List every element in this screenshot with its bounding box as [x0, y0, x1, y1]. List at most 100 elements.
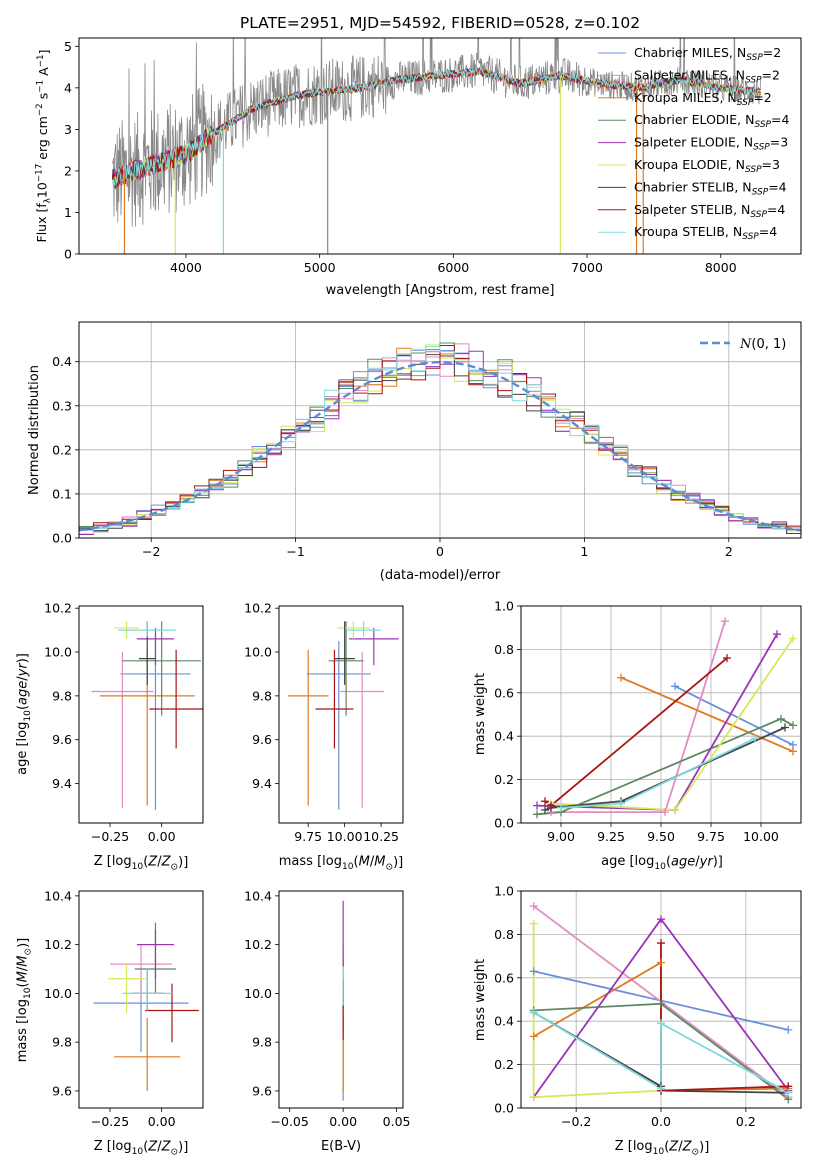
weight-marker-kroupa_stelib [529, 1008, 538, 1017]
x-tick-label: 8000 [705, 260, 737, 275]
legend-label-salpeter_elodie: Salpeter ELODIE, NSSP=3 [634, 135, 788, 153]
x-tick-label: 9.00 [547, 829, 575, 844]
y-tick-label: 9.6 [252, 1083, 272, 1098]
x-tick-label: 0.05 [383, 1114, 411, 1129]
gaussian-curve [79, 360, 801, 532]
spectrum-frame [78, 37, 802, 255]
weight-marker-kroupa_elodie [789, 634, 797, 643]
x-tick-label: 0.00 [148, 1114, 176, 1129]
residuals-x-label: (data-model)/error [380, 568, 501, 583]
y-tick-label: 0.0 [494, 816, 514, 831]
weight-line-salpeter_stelib [544, 657, 728, 807]
weight-marker-chabrier_miles [529, 967, 538, 976]
y-tick-label: 10.2 [244, 601, 272, 616]
y-tick-label: 9.6 [52, 1083, 72, 1098]
x-tick-label: 9.75 [294, 829, 322, 844]
y-tick-label: 0.0 [494, 1101, 514, 1116]
z_age-frame [78, 605, 204, 824]
ebv-mass-x-label: E(B-V) [321, 1139, 361, 1154]
weight-marker-kroupa_miles [789, 747, 797, 756]
weight-marker-chabrier_miles [671, 682, 679, 691]
weight-marker-salpeter_miles [529, 902, 538, 911]
weight-marker-kroupa_stelib [657, 1084, 665, 1093]
weight-marker-kroupa_elodie [671, 805, 679, 814]
x-tick-label: −0.25 [91, 829, 129, 844]
legend-label-kroupa_elodie: Kroupa ELODIE, NSSP=3 [634, 157, 780, 175]
y-tick-label: 10.2 [44, 601, 72, 616]
weight-marker-kroupa_miles [617, 673, 625, 682]
y-tick-label: 0.4 [494, 729, 514, 744]
x-tick-label: 5000 [304, 260, 336, 275]
y-tick-label: 0.2 [52, 442, 72, 457]
legend-label-kroupa_stelib: Kroupa STELIB, NSSP=4 [634, 224, 777, 242]
x-tick-label: 6000 [437, 260, 469, 275]
y-tick-label: 9.8 [252, 688, 272, 703]
y-tick-label: 9.8 [252, 1035, 272, 1050]
x-tick-label: −1 [286, 544, 304, 559]
weight-marker-chabrier_stelib [781, 723, 789, 732]
x-tick-label: 0.2 [736, 1114, 756, 1129]
z-mass-x-label: Z [log10(Z/Z⊙)] [94, 1139, 189, 1157]
weight-marker-chabrier_miles [784, 1025, 793, 1034]
weight-marker-kroupa_miles [529, 1032, 538, 1041]
y-tick-label: 0.4 [494, 1014, 514, 1029]
weight-marker-chabrier_elodie [533, 810, 541, 819]
weight-marker-kroupa_stelib [557, 803, 565, 812]
legend-label-salpeter_miles: Salpeter MILES, NSSP=2 [634, 67, 780, 85]
legend-label-kroupa_miles: Kroupa MILES, NSSP=2 [634, 90, 772, 108]
weight-marker-salpeter_miles [721, 617, 729, 626]
y-tick-label: 0 [64, 247, 72, 262]
mass-age-x-label: mass [log10(M/M⊙)] [279, 854, 403, 872]
spectrum-panel: 4000 5000 6000 7000 8000 0 1 2 3 4 5 wavelength [An… [34, 37, 802, 298]
z_mass-plot-area [93, 922, 199, 1091]
mass_age-plot-area [287, 621, 399, 810]
y-tick-label: 10.4 [244, 888, 272, 903]
weight-marker-chabrier_elodie [777, 714, 785, 723]
weight-line-kroupa_stelib [533, 1011, 789, 1094]
x-tick-label: 10.25 [363, 829, 399, 844]
y-tick-label: 10.0 [44, 986, 72, 1001]
z-age-x-label: Z [log10(Z/Z⊙)] [94, 854, 189, 872]
observed-spectrum-line [112, 38, 761, 227]
z_mass-panel: −0.25 0.00 9.6 9.8 10.0 10.2 10.4 Z [log10(Z/Z⊙… [15, 888, 204, 1157]
y-tick-label: 1.0 [494, 884, 514, 899]
weight-marker-salpeter_elodie [657, 915, 665, 924]
weight-marker-chabrier_stelib [541, 805, 549, 814]
x-tick-label: 10.00 [743, 829, 779, 844]
x-tick-label: −2 [142, 544, 160, 559]
y-tick-label: 10.0 [244, 645, 272, 660]
z-mass-y-label: mass [log10(M/M⊙)] [15, 938, 33, 1062]
weight-marker-kroupa_stelib [751, 734, 759, 743]
y-tick-label: 4 [64, 80, 72, 95]
y-tick-label: 9.8 [52, 688, 72, 703]
y-tick-label: 10.2 [244, 937, 272, 952]
y-tick-label: 9.4 [252, 776, 272, 791]
y-tick-label: 1 [64, 205, 72, 220]
y-tick-label: 10.4 [44, 888, 72, 903]
model-line-kroupa_stelib [111, 66, 761, 186]
ebv_mass-frame [278, 890, 404, 1109]
y-tick-label: 10.0 [244, 986, 272, 1001]
weight-marker-kroupa_miles [657, 958, 665, 967]
x-tick-label: 9.75 [697, 829, 725, 844]
weight-line-kroupa_miles [620, 676, 794, 753]
age-weight-x-label: age [log10(age/yr)] [601, 854, 723, 872]
y-tick-label: 0.1 [52, 486, 72, 501]
residuals-y-label: Normed distribution [27, 365, 42, 495]
x-tick-label: 0.00 [148, 829, 176, 844]
x-tick-label: 4000 [170, 260, 202, 275]
weight-marker-salpeter_elodie [773, 630, 781, 639]
y-tick-label: 9.6 [252, 732, 272, 747]
x-tick-label: 9.25 [597, 829, 625, 844]
z_weight-panel: −0.2 0.0 0.2 0.0 0.2 0.4 0.6 0.8 1.0 Z [log10(Z/Z… [473, 884, 802, 1157]
legend-label-chabrier_elodie: Chabrier ELODIE, NSSP=4 [634, 112, 789, 130]
legend-label-salpeter_stelib: Salpeter STELIB, NSSP=4 [634, 202, 785, 220]
z-weight-y-label: mass weight [473, 959, 488, 1041]
y-tick-label: 9.4 [52, 776, 72, 791]
weight-marker-kroupa_stelib [617, 799, 625, 808]
spectrum-plot-area [111, 38, 762, 254]
weight-marker-chabrier_elodie [789, 721, 797, 730]
weight-marker-salpeter_stelib [723, 654, 731, 663]
y-tick-label: 0.0 [52, 531, 72, 546]
x-tick-label: 0 [436, 544, 444, 559]
